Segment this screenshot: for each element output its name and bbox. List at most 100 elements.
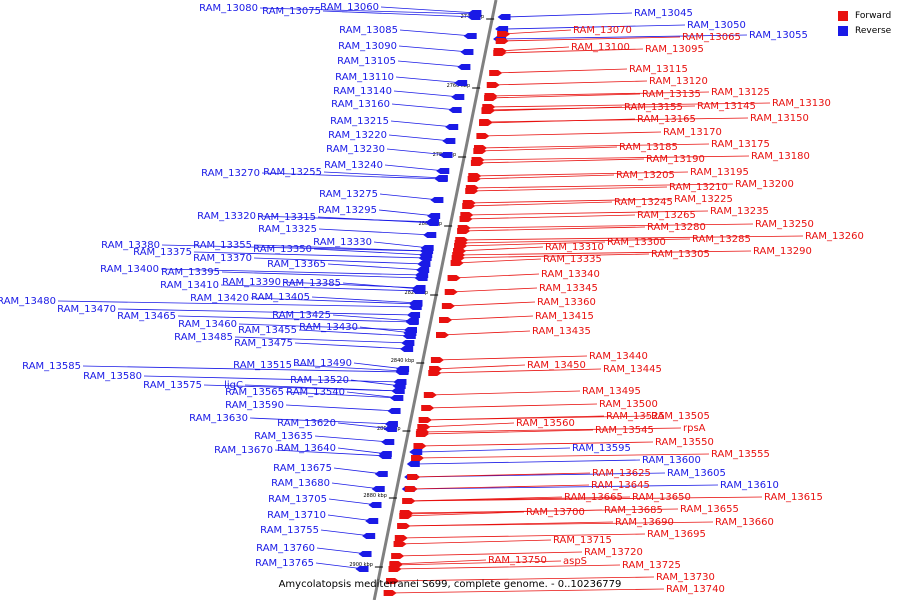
legend-item-forward: Forward [838,8,891,23]
leader-line [397,539,552,545]
gene-arrow-forward [399,513,413,519]
map-caption: Amycolatopsis mediterranei S699, complet… [278,579,622,590]
leader-line [474,158,645,164]
gene-label: RAM_13620 [277,418,336,429]
leader-line [477,146,618,152]
leader-line [472,171,689,177]
gene-label: RAM_13370 [193,253,252,264]
gene-arrow-forward [452,252,466,258]
gene-arrow-forward [486,82,500,88]
gene-label: RAM_13600 [642,455,701,466]
gene-label: RAM_13490 [293,358,352,369]
leader-line [331,482,381,490]
legend-label-reverse: Reverse [855,25,892,36]
leader-line [466,201,613,207]
gene-arrow-forward [484,93,498,99]
gene-arrow-reverse [409,449,423,455]
gene-arrow-reverse [391,388,405,394]
gene-label: RAM_13225 [674,194,733,205]
gene-label: RAM_13205 [616,170,675,181]
leader-line [497,48,644,54]
gene-label: RAM_13590 [225,400,284,411]
gene-label: RAM_13345 [539,283,598,294]
gene-label: ligC [224,380,243,391]
gene-label: RAM_13335 [543,254,602,265]
gene-label: RAM_13715 [553,535,612,546]
gene-label: RAM_13575 [143,380,202,391]
gene-label: RAM_13160 [331,99,390,110]
gene-arrow-forward [383,590,397,596]
gene-arrow-forward [450,260,464,266]
gene-label: RAM_13710 [267,510,326,521]
gene-label: RAM_13515 [233,360,292,371]
gene-label: RAM_13640 [277,443,336,454]
leader-line [177,315,415,323]
leader-line [506,12,633,18]
gene-arrow-reverse [381,439,395,445]
leader-line [406,496,631,502]
gene-label: RAM_13310 [545,242,604,253]
gene-arrow-reverse [355,566,369,572]
gene-arrow-forward [404,486,418,492]
leader-line [488,93,641,99]
gene-label: RAM_13615 [764,492,823,503]
gene-arrow-reverse [408,304,422,310]
leader-line [393,90,461,98]
leader-line [261,172,444,180]
gene-label: RAM_13100 [571,42,630,53]
leader-line [316,547,368,555]
leader-line [244,384,401,392]
leader-line [220,284,421,292]
leader-line [390,576,655,582]
leader-line [451,273,540,279]
leader-line [455,253,650,259]
gene-label: RAM_13165 [637,114,696,125]
leader-line [397,60,467,68]
gene-label: RAM_13650 [632,492,691,503]
leader-line [415,453,710,459]
leader-line [475,155,750,161]
gene-arrow-reverse [414,275,428,281]
leader-line [293,364,405,372]
gene-label: RAM_13435 [532,326,591,337]
gene-label: RAM_13675 [273,463,332,474]
leader-line [410,484,719,490]
gene-arrow-reverse [436,168,450,174]
scale-label: 2900 kbp [349,562,373,568]
gene-arrow-forward [462,203,476,209]
gene-label: RAM_13280 [647,222,706,233]
leader-line [193,251,428,259]
leader-line [403,508,679,514]
leader-line [443,315,534,321]
gene-label: RAM_13210 [669,182,728,193]
gene-label: RAM_13625 [592,468,651,479]
gene-label: RAM_13670 [214,445,273,456]
gene-arrow-reverse [412,286,426,292]
leader-line [420,427,682,433]
gene-label: RAM_13145 [697,101,756,112]
gene-label: RAM_13180 [751,151,810,162]
gene-arrow-reverse [383,426,397,432]
gene-label: RAM_13330 [313,237,372,248]
leader-line [469,186,668,192]
gene-arrow-reverse [457,64,471,70]
gene-arrow-forward [417,424,431,430]
gene-arrow-forward [454,243,468,249]
gene-label: RAM_13680 [271,478,330,489]
gene-arrow-forward [468,173,482,179]
leader-line [421,422,515,428]
leader-line [461,223,754,229]
gene-label: RAM_13230 [326,144,385,155]
leader-line [483,117,749,123]
gene-label: RAM_13325 [258,224,317,235]
leader-line [393,559,487,565]
gene-label: RAM_13195 [690,167,749,178]
leader-line [386,148,449,156]
leader-line [322,10,477,18]
gene-label: RAM_13665 [564,492,623,503]
gene-label: RAM_13470 [57,304,116,315]
leader-line [408,484,590,490]
gene-arrow-reverse [405,318,419,324]
genome-backbone [372,0,498,600]
